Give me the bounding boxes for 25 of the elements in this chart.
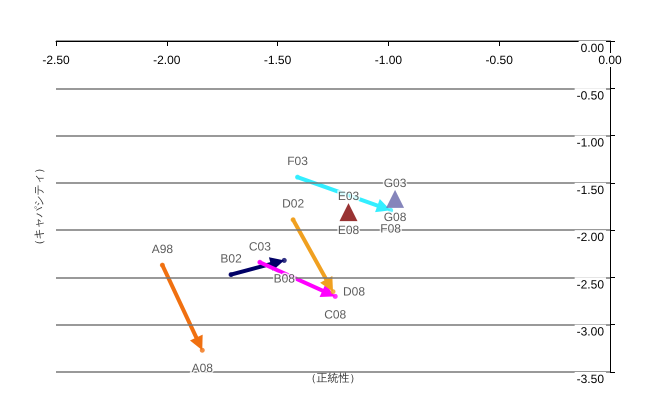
annotation: A08 [192, 361, 214, 376]
y-tick-label: -0.50 [576, 88, 604, 102]
y-tick-label: -2.00 [576, 230, 604, 244]
y-tick-label: -3.50 [576, 372, 604, 386]
y-tick-label: 0.00 [580, 41, 604, 55]
annotation: D02 [282, 196, 304, 211]
y-axis-title: （キャパシティ） [34, 162, 46, 250]
x-tick-label: 0.00 [598, 53, 622, 67]
annotation: A98 [152, 242, 174, 256]
x-tick-label: -1.50 [264, 53, 292, 67]
y-tick-label: -1.50 [576, 182, 604, 197]
annotation: F03 [287, 154, 308, 168]
x-tick-label: -2.00 [153, 53, 181, 67]
annotation: G08 [384, 210, 407, 224]
annotation: C08 [324, 307, 347, 322]
y-tick-label: -3.00 [576, 324, 604, 339]
annotation: C03 [248, 239, 272, 254]
y-tick-label: -1.00 [576, 136, 604, 150]
x-tick-label: -2.50 [42, 53, 70, 67]
x-tick-label: -0.50 [486, 53, 514, 67]
x-axis-title: （正統性） [306, 372, 360, 384]
x-tick-label: -1.00 [374, 53, 402, 67]
y-tick-label: -2.50 [576, 277, 604, 292]
annotation: D08 [343, 284, 366, 299]
annotation: B02 [220, 252, 242, 266]
